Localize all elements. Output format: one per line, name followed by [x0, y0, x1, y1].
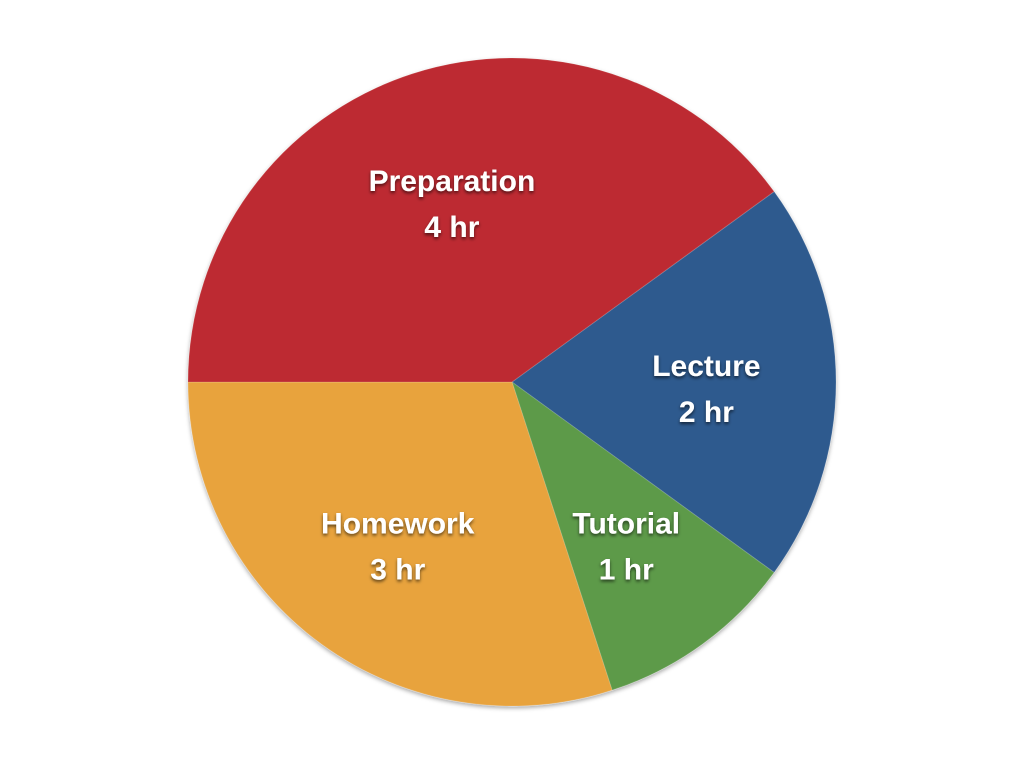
pie-slice-homework: [187, 381, 613, 707]
slice-label-tutorial: Tutorial: [572, 507, 680, 540]
pie-slice-preparation: [187, 57, 775, 383]
slice-value-preparation: 4 hr: [424, 211, 479, 244]
slice-value-tutorial: 1 hr: [599, 553, 654, 586]
pie-slices: [187, 57, 837, 707]
slice-label-lecture: Lecture: [652, 350, 760, 383]
slice-value-lecture: 2 hr: [679, 396, 734, 429]
slice-label-preparation: Preparation: [369, 165, 536, 198]
pie-slice-lecture: [511, 190, 837, 574]
slice-value-homework: 3 hr: [370, 553, 425, 586]
slice-label-homework: Homework: [321, 507, 475, 540]
pie-labels: Lecture 2 hr Tutorial 1 hr Homework 3 hr Prepa…: [321, 165, 761, 586]
pie-slice-tutorial: [511, 380, 775, 691]
